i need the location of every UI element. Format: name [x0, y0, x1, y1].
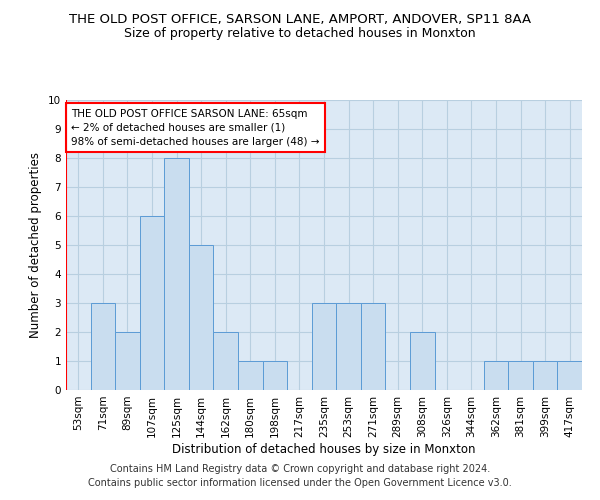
- Bar: [361, 303, 385, 390]
- Text: THE OLD POST OFFICE SARSON LANE: 65sqm
← 2% of detached houses are smaller (1)
9: THE OLD POST OFFICE SARSON LANE: 65sqm ←…: [71, 108, 320, 146]
- Text: Contains HM Land Registry data © Crown copyright and database right 2024.
Contai: Contains HM Land Registry data © Crown c…: [88, 464, 512, 487]
- Bar: [484, 361, 508, 390]
- Bar: [91, 303, 115, 390]
- Bar: [410, 332, 434, 390]
- Bar: [189, 245, 214, 390]
- Y-axis label: Number of detached properties: Number of detached properties: [29, 152, 43, 338]
- Bar: [508, 361, 533, 390]
- Text: Size of property relative to detached houses in Monxton: Size of property relative to detached ho…: [124, 28, 476, 40]
- Bar: [140, 216, 164, 390]
- Text: THE OLD POST OFFICE, SARSON LANE, AMPORT, ANDOVER, SP11 8AA: THE OLD POST OFFICE, SARSON LANE, AMPORT…: [69, 12, 531, 26]
- Bar: [557, 361, 582, 390]
- Bar: [312, 303, 336, 390]
- Bar: [238, 361, 263, 390]
- Bar: [164, 158, 189, 390]
- Bar: [263, 361, 287, 390]
- Bar: [214, 332, 238, 390]
- Bar: [533, 361, 557, 390]
- X-axis label: Distribution of detached houses by size in Monxton: Distribution of detached houses by size …: [172, 442, 476, 456]
- Bar: [336, 303, 361, 390]
- Bar: [115, 332, 140, 390]
